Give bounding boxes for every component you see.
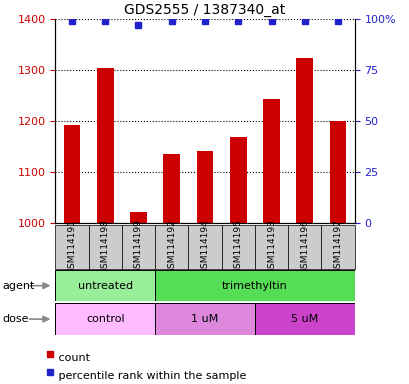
Text: GSM114192: GSM114192 (167, 219, 176, 274)
Bar (188, 225, 221, 269)
Text: GSM114191: GSM114191 (67, 219, 76, 274)
Bar (221, 225, 254, 269)
Bar (296, 58, 312, 223)
Bar (163, 154, 180, 223)
Bar (329, 121, 346, 223)
Text: control: control (86, 314, 124, 324)
Bar (155, 225, 188, 269)
Text: 5 uM: 5 uM (290, 314, 318, 324)
Text: percentile rank within the sample: percentile rank within the sample (55, 371, 246, 381)
Bar (97, 68, 113, 223)
Bar (55, 303, 155, 335)
Bar (55, 225, 88, 269)
Text: trimethyltin: trimethyltin (221, 281, 287, 291)
Text: GSM114196: GSM114196 (299, 219, 308, 274)
Bar (155, 270, 354, 301)
Text: count: count (55, 353, 90, 363)
Text: GSM114195: GSM114195 (233, 219, 242, 274)
Bar (130, 212, 146, 223)
Bar (55, 270, 155, 301)
Bar (229, 137, 246, 223)
Text: untreated: untreated (77, 281, 133, 291)
Bar (155, 303, 254, 335)
Bar (254, 303, 354, 335)
Bar (288, 225, 321, 269)
Bar (88, 225, 121, 269)
Bar (263, 99, 279, 223)
Title: GDS2555 / 1387340_at: GDS2555 / 1387340_at (124, 3, 285, 17)
Bar (63, 124, 80, 223)
Text: GSM114197: GSM114197 (333, 219, 342, 274)
Text: agent: agent (2, 281, 34, 291)
Text: GSM114199: GSM114199 (134, 219, 143, 274)
Text: GSM114193: GSM114193 (266, 219, 275, 274)
Text: GSM114194: GSM114194 (200, 219, 209, 274)
Bar (121, 225, 155, 269)
Text: dose: dose (2, 314, 29, 324)
Text: 1 uM: 1 uM (191, 314, 218, 324)
Bar (196, 152, 213, 223)
Text: GSM114198: GSM114198 (101, 219, 110, 274)
Bar (254, 225, 288, 269)
Bar (321, 225, 354, 269)
